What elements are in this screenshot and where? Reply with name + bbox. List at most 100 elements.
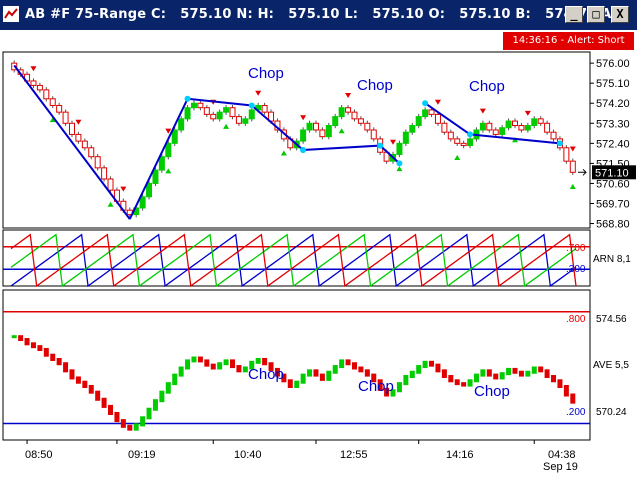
- ave-bar: [268, 362, 274, 371]
- candle-body: [75, 133, 82, 142]
- candle-body: [43, 89, 50, 100]
- ave-bar: [30, 342, 36, 349]
- ave-bar: [300, 373, 306, 384]
- ave-bar: [313, 369, 319, 377]
- sell-arrow: [120, 186, 127, 192]
- candle-body: [107, 178, 114, 191]
- candle-body: [467, 138, 474, 147]
- candle-body: [158, 156, 165, 171]
- candle-body: [178, 118, 185, 131]
- ave-bar: [396, 382, 402, 393]
- buy-arrow: [107, 201, 114, 207]
- candle-body: [229, 107, 236, 118]
- candle-body: [447, 131, 454, 140]
- x-tick-label: 10:40: [234, 449, 262, 461]
- ave-bar: [127, 424, 133, 431]
- minimize-button[interactable]: _: [565, 6, 583, 23]
- candle-body: [68, 122, 75, 135]
- candle-body: [190, 102, 197, 109]
- ave-y-tick: 574.56: [596, 314, 627, 325]
- y-tick-label: 570.60: [596, 178, 630, 190]
- ave-bar: [557, 379, 563, 388]
- ave-bar: [191, 356, 197, 363]
- candle-body: [81, 140, 88, 149]
- ave-bar: [50, 353, 56, 361]
- ave-bar: [493, 373, 499, 380]
- ave-bar: [441, 369, 447, 379]
- candle-body: [505, 120, 512, 129]
- candle-body: [332, 116, 339, 127]
- ave-bar: [364, 369, 370, 377]
- sell-arrow: [30, 66, 37, 72]
- ave-bar: [448, 375, 454, 383]
- ave-bar: [358, 366, 364, 373]
- ave-bar: [570, 393, 576, 404]
- candle-body: [325, 125, 332, 138]
- candle-body: [563, 147, 570, 162]
- price-pointer-arrow: [578, 168, 587, 176]
- candle-body: [171, 129, 178, 144]
- ave-bar: [140, 416, 146, 427]
- y-tick-label: 576.00: [596, 58, 630, 70]
- candle-body: [300, 129, 307, 142]
- candle-body: [319, 129, 326, 138]
- pivot-dot: [396, 160, 403, 167]
- candle-body: [94, 156, 101, 169]
- ave-bar: [461, 382, 467, 387]
- ave-bar: [63, 362, 69, 373]
- y-tick-label: 568.80: [596, 219, 630, 231]
- ave-bar: [108, 404, 114, 416]
- x-tick-label: 04:38: [548, 449, 576, 461]
- current-price-box: [592, 165, 636, 180]
- buy-arrow: [454, 155, 461, 161]
- ave-bar: [480, 369, 486, 377]
- ave-bar: [146, 407, 152, 420]
- candle-body: [165, 142, 172, 158]
- ave-bar: [518, 370, 524, 377]
- buy-arrow: [396, 166, 403, 172]
- ave-bar: [371, 373, 377, 383]
- sell-arrow: [434, 99, 441, 105]
- candle-body: [524, 125, 531, 131]
- ave-bar: [242, 366, 248, 373]
- ave-bar: [531, 366, 537, 374]
- ave-bar: [294, 380, 300, 388]
- ave-bar: [88, 384, 94, 394]
- title-bar[interactable]: AB #F 75-Range C: 575.10 N: H: 575.10 L:…: [0, 0, 637, 30]
- candle-body: [537, 118, 544, 124]
- candle-body: [518, 125, 525, 131]
- ave-bar: [95, 390, 101, 401]
- buy-arrow: [338, 128, 345, 134]
- x-tick-label: 12:55: [340, 449, 368, 461]
- ave-bar: [165, 382, 171, 394]
- candle-body: [223, 107, 230, 113]
- candle-body: [146, 182, 153, 198]
- chop-label: Chop: [248, 65, 284, 82]
- ave-bar: [120, 419, 126, 428]
- candle-body: [492, 129, 499, 135]
- ave-bar: [217, 362, 223, 370]
- ave-bar: [133, 423, 139, 431]
- alert-badge: 14:36:16 - Alert: Short: [503, 32, 634, 50]
- ave-bar: [339, 359, 345, 369]
- candle-body: [364, 122, 371, 131]
- pivot-dot: [422, 100, 429, 107]
- app-chart-icon: [3, 6, 19, 22]
- ave-bar: [172, 373, 178, 386]
- maximize-button[interactable]: □: [587, 6, 605, 23]
- candle-body: [338, 107, 345, 118]
- ave-bar: [236, 365, 242, 373]
- sell-arrow: [479, 108, 486, 114]
- ave-bar: [467, 379, 473, 387]
- chop-label: Chop: [248, 366, 284, 383]
- osc-level-high-label: .700: [566, 243, 586, 254]
- chop-label: Chop: [357, 77, 393, 94]
- chart-canvas[interactable]: 576.00575.10574.20573.30572.40571.50570.…: [0, 30, 637, 477]
- close-button[interactable]: X: [611, 6, 629, 23]
- candle-body: [248, 109, 255, 120]
- candle-body: [184, 107, 191, 120]
- pivot-dot: [300, 147, 307, 154]
- window-title: AB #F 75-Range C: 575.10 N: H: 575.10 L:…: [25, 7, 618, 22]
- ave-bar: [114, 412, 120, 423]
